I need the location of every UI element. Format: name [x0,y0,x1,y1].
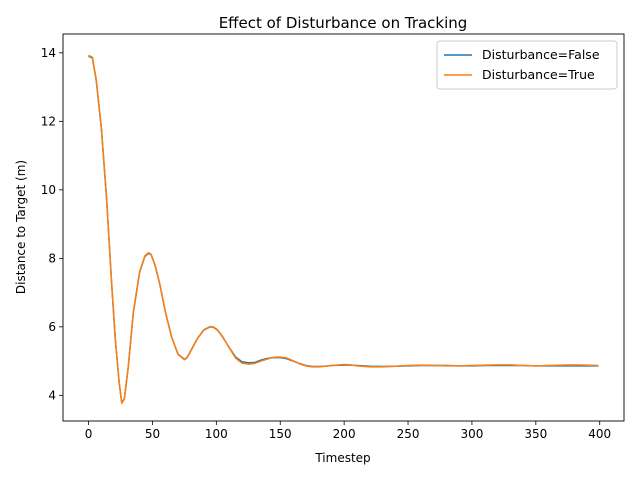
x-tick-label: 200 [333,427,356,441]
y-tick-label: 4 [48,388,56,402]
x-tick-label: 250 [397,427,420,441]
x-tick-label: 50 [145,427,160,441]
x-tick-label: 300 [460,427,483,441]
y-axis-label: Distance to Target (m) [14,160,28,294]
y-tick-label: 10 [41,183,56,197]
x-tick-label: 0 [85,427,93,441]
plot-frame [62,33,625,422]
y-tick-label: 12 [41,114,56,128]
y-tick-label: 14 [41,46,56,60]
y-axis-ticks: 4 6 8 10 12 14 [41,46,63,402]
legend-label-disturbance-true: Disturbance=True [482,67,595,82]
legend: Disturbance=False Disturbance=True [436,40,618,90]
legend-box [436,40,618,90]
x-axis-ticks: 0 50 100 150 200 250 300 350 400 [85,421,611,441]
y-tick-label: 8 [48,251,56,265]
legend-label-disturbance-false: Disturbance=False [482,47,600,62]
series-line-disturbance-true [88,54,599,404]
plot-lines [88,54,599,404]
x-tick-label: 150 [269,427,292,441]
x-tick-label: 400 [588,427,611,441]
y-tick-label: 6 [48,320,56,334]
x-axis-label: Timestep [314,451,370,465]
x-tick-label: 350 [524,427,547,441]
x-tick-label: 100 [205,427,228,441]
chart-title: Effect of Disturbance on Tracking [219,14,468,32]
